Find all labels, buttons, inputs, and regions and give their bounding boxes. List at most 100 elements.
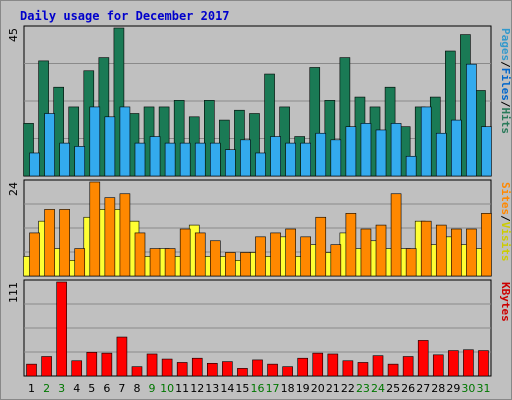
bar-kbytes-day-16 xyxy=(252,359,263,377)
bar-files-day-1 xyxy=(29,152,40,177)
x-tick-label: 18 xyxy=(281,382,295,395)
bar-files-day-23 xyxy=(360,123,372,177)
bar-sites-day-11 xyxy=(179,228,191,277)
panel-series-label: Pages/Files/Hits xyxy=(499,28,512,134)
panel-series-label: KBytes xyxy=(499,282,512,322)
bar-files-day-22 xyxy=(345,126,357,177)
bar-sites-day-16 xyxy=(255,236,266,277)
bar-sites-day-12 xyxy=(194,232,206,277)
bar-files-day-6 xyxy=(104,116,116,177)
bar-files-day-16 xyxy=(255,152,266,177)
bar-sites-day-24 xyxy=(375,224,387,277)
bar-kbytes-day-3 xyxy=(56,281,67,377)
bar-kbytes-day-12 xyxy=(191,357,203,377)
y-max-label: 24 xyxy=(7,182,20,196)
visits-panel: 24 Sites/Visits xyxy=(7,179,512,277)
panel-series-label: Sites/Visits xyxy=(499,182,512,262)
bar-hits-day-7 xyxy=(113,27,125,177)
x-tick-label: 9 xyxy=(149,382,156,395)
bar-kbytes-day-25 xyxy=(387,363,399,377)
bar-sites-day-29 xyxy=(451,228,462,277)
bar-kbytes-day-6 xyxy=(101,352,113,377)
x-tick-label: 26 xyxy=(401,382,415,395)
bar-sites-day-14 xyxy=(225,252,236,277)
kbytes-panel: 111 KBytes xyxy=(7,279,512,377)
bar-sites-day-18 xyxy=(285,228,296,277)
series-label-part: Pages xyxy=(499,28,512,61)
bar-kbytes-day-31 xyxy=(478,350,489,377)
x-tick-label: 16 xyxy=(251,382,265,395)
bar-files-day-25 xyxy=(390,123,402,177)
x-tick-label: 1 xyxy=(28,382,35,395)
x-tick-label: 22 xyxy=(341,382,355,395)
bar-kbytes-day-13 xyxy=(207,362,218,377)
bar-kbytes-day-11 xyxy=(176,362,188,377)
bar-sites-day-30 xyxy=(466,228,477,277)
bar-sites-day-23 xyxy=(360,228,372,277)
bar-sites-day-6 xyxy=(104,197,116,277)
bar-kbytes-day-5 xyxy=(86,351,98,377)
x-tick-label: 4 xyxy=(73,382,80,395)
bar-files-day-26 xyxy=(405,155,417,177)
bar-kbytes-day-2 xyxy=(41,356,52,377)
bar-files-day-24 xyxy=(375,129,387,177)
x-tick-label: 19 xyxy=(296,382,310,395)
series-label-part: / xyxy=(499,101,512,108)
bar-sites-day-28 xyxy=(435,224,447,277)
x-tick-label: 23 xyxy=(356,382,370,395)
bar-files-day-27 xyxy=(420,106,432,177)
bar-kbytes-day-15 xyxy=(237,368,248,377)
x-tick-label: 3 xyxy=(58,382,65,395)
bar-files-day-8 xyxy=(134,142,146,177)
x-tick-label: 29 xyxy=(446,382,460,395)
bar-sites-day-19 xyxy=(300,236,311,277)
x-tick-label: 24 xyxy=(371,382,385,395)
series-label-part: KBytes xyxy=(499,282,512,322)
y-max-label: 111 xyxy=(7,282,20,303)
bar-files-day-15 xyxy=(240,139,251,177)
x-tick-label: 20 xyxy=(311,382,325,395)
bar-kbytes-day-4 xyxy=(71,360,83,377)
bar-files-day-3 xyxy=(59,142,70,177)
x-tick-label: 10 xyxy=(160,382,174,395)
bar-kbytes-day-28 xyxy=(432,354,444,377)
bar-kbytes-day-19 xyxy=(297,357,308,377)
bar-files-day-20 xyxy=(315,132,327,177)
bar-sites-day-20 xyxy=(315,216,327,277)
y-max-label: 45 xyxy=(7,28,20,42)
bar-kbytes-day-18 xyxy=(282,366,293,377)
bar-files-day-30 xyxy=(466,63,477,177)
bar-sites-day-27 xyxy=(420,220,432,277)
x-tick-label: 30 xyxy=(461,382,475,395)
bar-kbytes-day-27 xyxy=(417,340,429,377)
x-tick-label: 14 xyxy=(220,382,234,395)
x-tick-label: 25 xyxy=(386,382,400,395)
bar-files-day-31 xyxy=(481,126,492,177)
bar-hits-day-4 xyxy=(68,106,80,177)
x-tick-label: 15 xyxy=(235,382,249,395)
bar-hits-day-17 xyxy=(264,73,275,177)
bar-kbytes-day-22 xyxy=(342,360,354,377)
bar-files-day-9 xyxy=(149,136,161,177)
bar-files-day-17 xyxy=(270,136,281,177)
bar-sites-day-9 xyxy=(149,248,161,277)
x-tick-label: 8 xyxy=(133,382,140,395)
x-tick-label: 5 xyxy=(88,382,95,395)
bar-sites-day-3 xyxy=(59,209,70,277)
bar-kbytes-day-8 xyxy=(131,366,143,377)
x-tick-label: 17 xyxy=(266,382,280,395)
bar-sites-day-4 xyxy=(74,248,86,277)
bar-files-day-18 xyxy=(285,142,296,177)
x-tick-label: 11 xyxy=(175,382,189,395)
x-tick-label: 6 xyxy=(103,382,110,395)
bar-sites-day-15 xyxy=(240,252,251,277)
bar-files-day-13 xyxy=(210,142,221,177)
bar-hits-day-20 xyxy=(309,67,321,177)
x-tick-label: 2 xyxy=(43,382,50,395)
bar-files-day-29 xyxy=(451,119,462,177)
bar-files-day-28 xyxy=(435,132,447,177)
bar-sites-day-25 xyxy=(390,193,402,277)
bar-kbytes-day-24 xyxy=(372,355,384,377)
